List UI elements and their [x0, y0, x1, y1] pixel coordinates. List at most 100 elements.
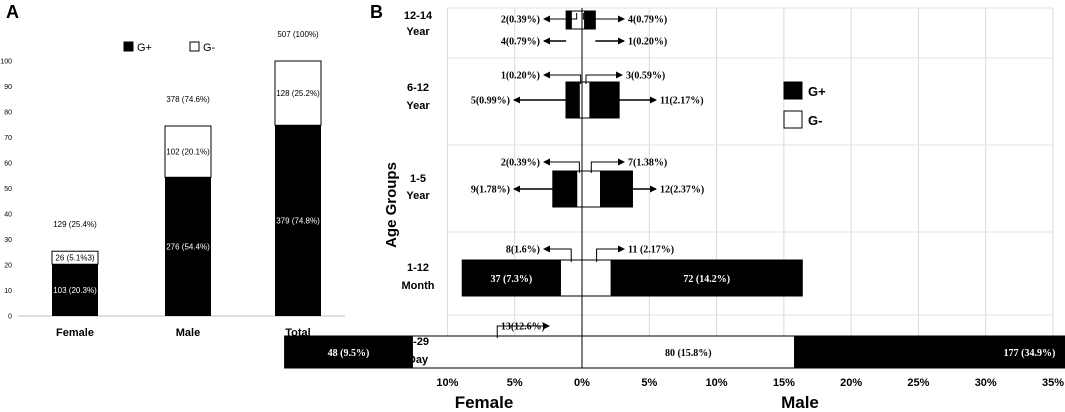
- legend-b-gneg-swatch: [783, 110, 803, 129]
- y-tick-label: 80: [4, 110, 12, 117]
- legend-b-gneg-label: G-: [808, 113, 822, 128]
- y-tick-label: 30: [4, 237, 12, 244]
- bar-male-gpos: [600, 170, 633, 208]
- annotation-label: 2(0.39%): [501, 15, 540, 26]
- y-tick-label: 10: [4, 288, 12, 295]
- annotation-arrow: [590, 158, 625, 173]
- bar-gneg-label: 102 (20.1%): [166, 148, 210, 157]
- bar-female-gneg: [576, 170, 583, 208]
- annotation-arrow: [543, 158, 580, 173]
- annotation-arrow: [596, 245, 625, 262]
- x-tick-label: 10%: [436, 377, 458, 389]
- bar-gneg: [51, 250, 99, 265]
- legend-a-gpos-swatch: [123, 41, 134, 52]
- age-group-label: 12-14: [404, 10, 433, 22]
- y-tick-label: 40: [4, 212, 12, 219]
- annotation-label: 5(0.99%): [471, 96, 510, 107]
- annotation-label: 3(0.59%): [626, 71, 665, 82]
- bar-male-gpos: [589, 81, 620, 119]
- annotation-label: 4(0.79%): [501, 37, 540, 48]
- bar-gpos: [275, 125, 321, 316]
- legend-a-gneg-label: G-: [203, 42, 216, 54]
- bar-female-gpos: [565, 10, 572, 30]
- annotation-label: 2(0.39%): [501, 158, 540, 169]
- bar-value-label: 48 (9.5%): [328, 348, 370, 359]
- bar-gneg: [274, 60, 322, 126]
- age-group-label: Day: [408, 354, 429, 366]
- bar-female-gpos: [565, 81, 580, 119]
- y-tick-label: 70: [4, 135, 12, 142]
- x-tick-label: 25%: [907, 377, 929, 389]
- age-group-label: 1-5: [410, 173, 426, 185]
- x-tick-label: 5%: [641, 377, 657, 389]
- bar-male-gpos: [794, 335, 1065, 369]
- age-group-label: Year: [406, 100, 430, 112]
- bar-value-label: 177 (34.9%): [1004, 348, 1056, 359]
- bar-male-gneg: [581, 170, 602, 208]
- annotation-label: 7(1.38%): [628, 158, 667, 169]
- y-tick-label: 60: [4, 161, 12, 168]
- x-tick-label: 0%: [574, 377, 590, 389]
- y-tick-label: 100: [0, 59, 12, 66]
- x-tick-label: 15%: [773, 377, 795, 389]
- bar-total-label: 507 (100%): [277, 30, 319, 39]
- panel-b-grid: [446, 7, 1054, 368]
- annotation-arrow: [543, 71, 582, 84]
- bar-total-label: 378 (74.6%): [166, 95, 210, 104]
- age-group-label: 1-29: [407, 336, 429, 348]
- x-tick-label: 35%: [1042, 377, 1064, 389]
- bar-gpos-label: 379 (74.8%): [276, 217, 320, 226]
- panel-a-label: A: [6, 2, 19, 22]
- x-tick-label: 30%: [975, 377, 997, 389]
- annotation-arrow: [496, 322, 550, 338]
- annotation-label: 4(0.79%): [628, 15, 667, 26]
- panel-b-x-axis: 10% 5% 0% 5% 10% 15% 20% 25% 30% 35%: [436, 377, 1064, 389]
- category-label: Female: [56, 327, 94, 339]
- legend-b-gpos-swatch: [783, 81, 803, 100]
- annotation-label: 8(1.6%): [506, 245, 540, 256]
- legend-b-gpos-label: G+: [808, 84, 826, 99]
- bar-value-label: 80 (15.8%): [665, 348, 712, 359]
- y-tick-label: 90: [4, 84, 12, 91]
- x-tick-label: 5%: [507, 377, 523, 389]
- legend-a-gneg-swatch: [189, 41, 200, 52]
- annotation-label: 1(0.20%): [501, 71, 540, 82]
- panel-b-group-labels: 12-14 Year 6-12 Year 1-5 Year 1-12 Month 1-29 Day: [402, 10, 435, 366]
- x-tick-label: 20%: [840, 377, 862, 389]
- annotation-arrow: [585, 71, 623, 84]
- annotation-label: 11(2.17%): [660, 96, 704, 107]
- bar-value-label: 37 (7.3%): [491, 274, 533, 285]
- male-axis-label: Male: [781, 393, 819, 412]
- y-tick-label: 0: [8, 314, 12, 321]
- age-group-label: 6-12: [407, 82, 429, 94]
- bar-male-gpos: [610, 259, 803, 297]
- bar-gpos-label: 276 (54.4%): [166, 243, 210, 252]
- bar-value-label: 72 (14.2%): [683, 274, 730, 285]
- bar-female-gpos: [552, 170, 578, 208]
- bar-female-gpos: [284, 335, 413, 369]
- bar-gpos: [165, 177, 211, 316]
- bar-male-gpos: [584, 10, 596, 30]
- bar-female-gpos: [461, 259, 561, 297]
- annotation-label: 9(1.78%): [471, 185, 510, 196]
- bar-gneg: [164, 125, 212, 178]
- annotation-label: 1(0.20%): [628, 37, 667, 48]
- panel-a-bars: 103 (20.3%) 26 (5.1%3) 129 (25.4%) Female 27…: [51, 30, 322, 339]
- legend-a-gpos-label: G+: [137, 42, 152, 54]
- bar-gneg-label: 26 (5.1%3): [55, 254, 94, 263]
- y-tick-label: 50: [4, 186, 12, 193]
- age-group-label: Year: [406, 190, 430, 202]
- age-group-label: Month: [402, 280, 435, 292]
- x-tick-label: 10%: [706, 377, 728, 389]
- bar-gneg-label: 128 (25.2%): [276, 89, 320, 98]
- bar-male-gneg: [581, 335, 796, 369]
- bar-female-gneg: [411, 335, 583, 369]
- bar-gpos-label: 103 (20.3%): [53, 286, 97, 295]
- bar-female-gneg: [559, 259, 583, 297]
- panel-b-y-title: Age Groups: [383, 162, 400, 248]
- age-group-label: Year: [406, 26, 430, 38]
- y-tick-label: 20: [4, 263, 12, 270]
- panel-b-bars: 2(0.39%) 4(0.79%) 4(0.79%) 1(0.20%) 1(0.20%)…: [284, 8, 1065, 369]
- age-group-label: 1-12: [407, 262, 429, 274]
- bar-total-label: 129 (25.4%): [53, 220, 97, 229]
